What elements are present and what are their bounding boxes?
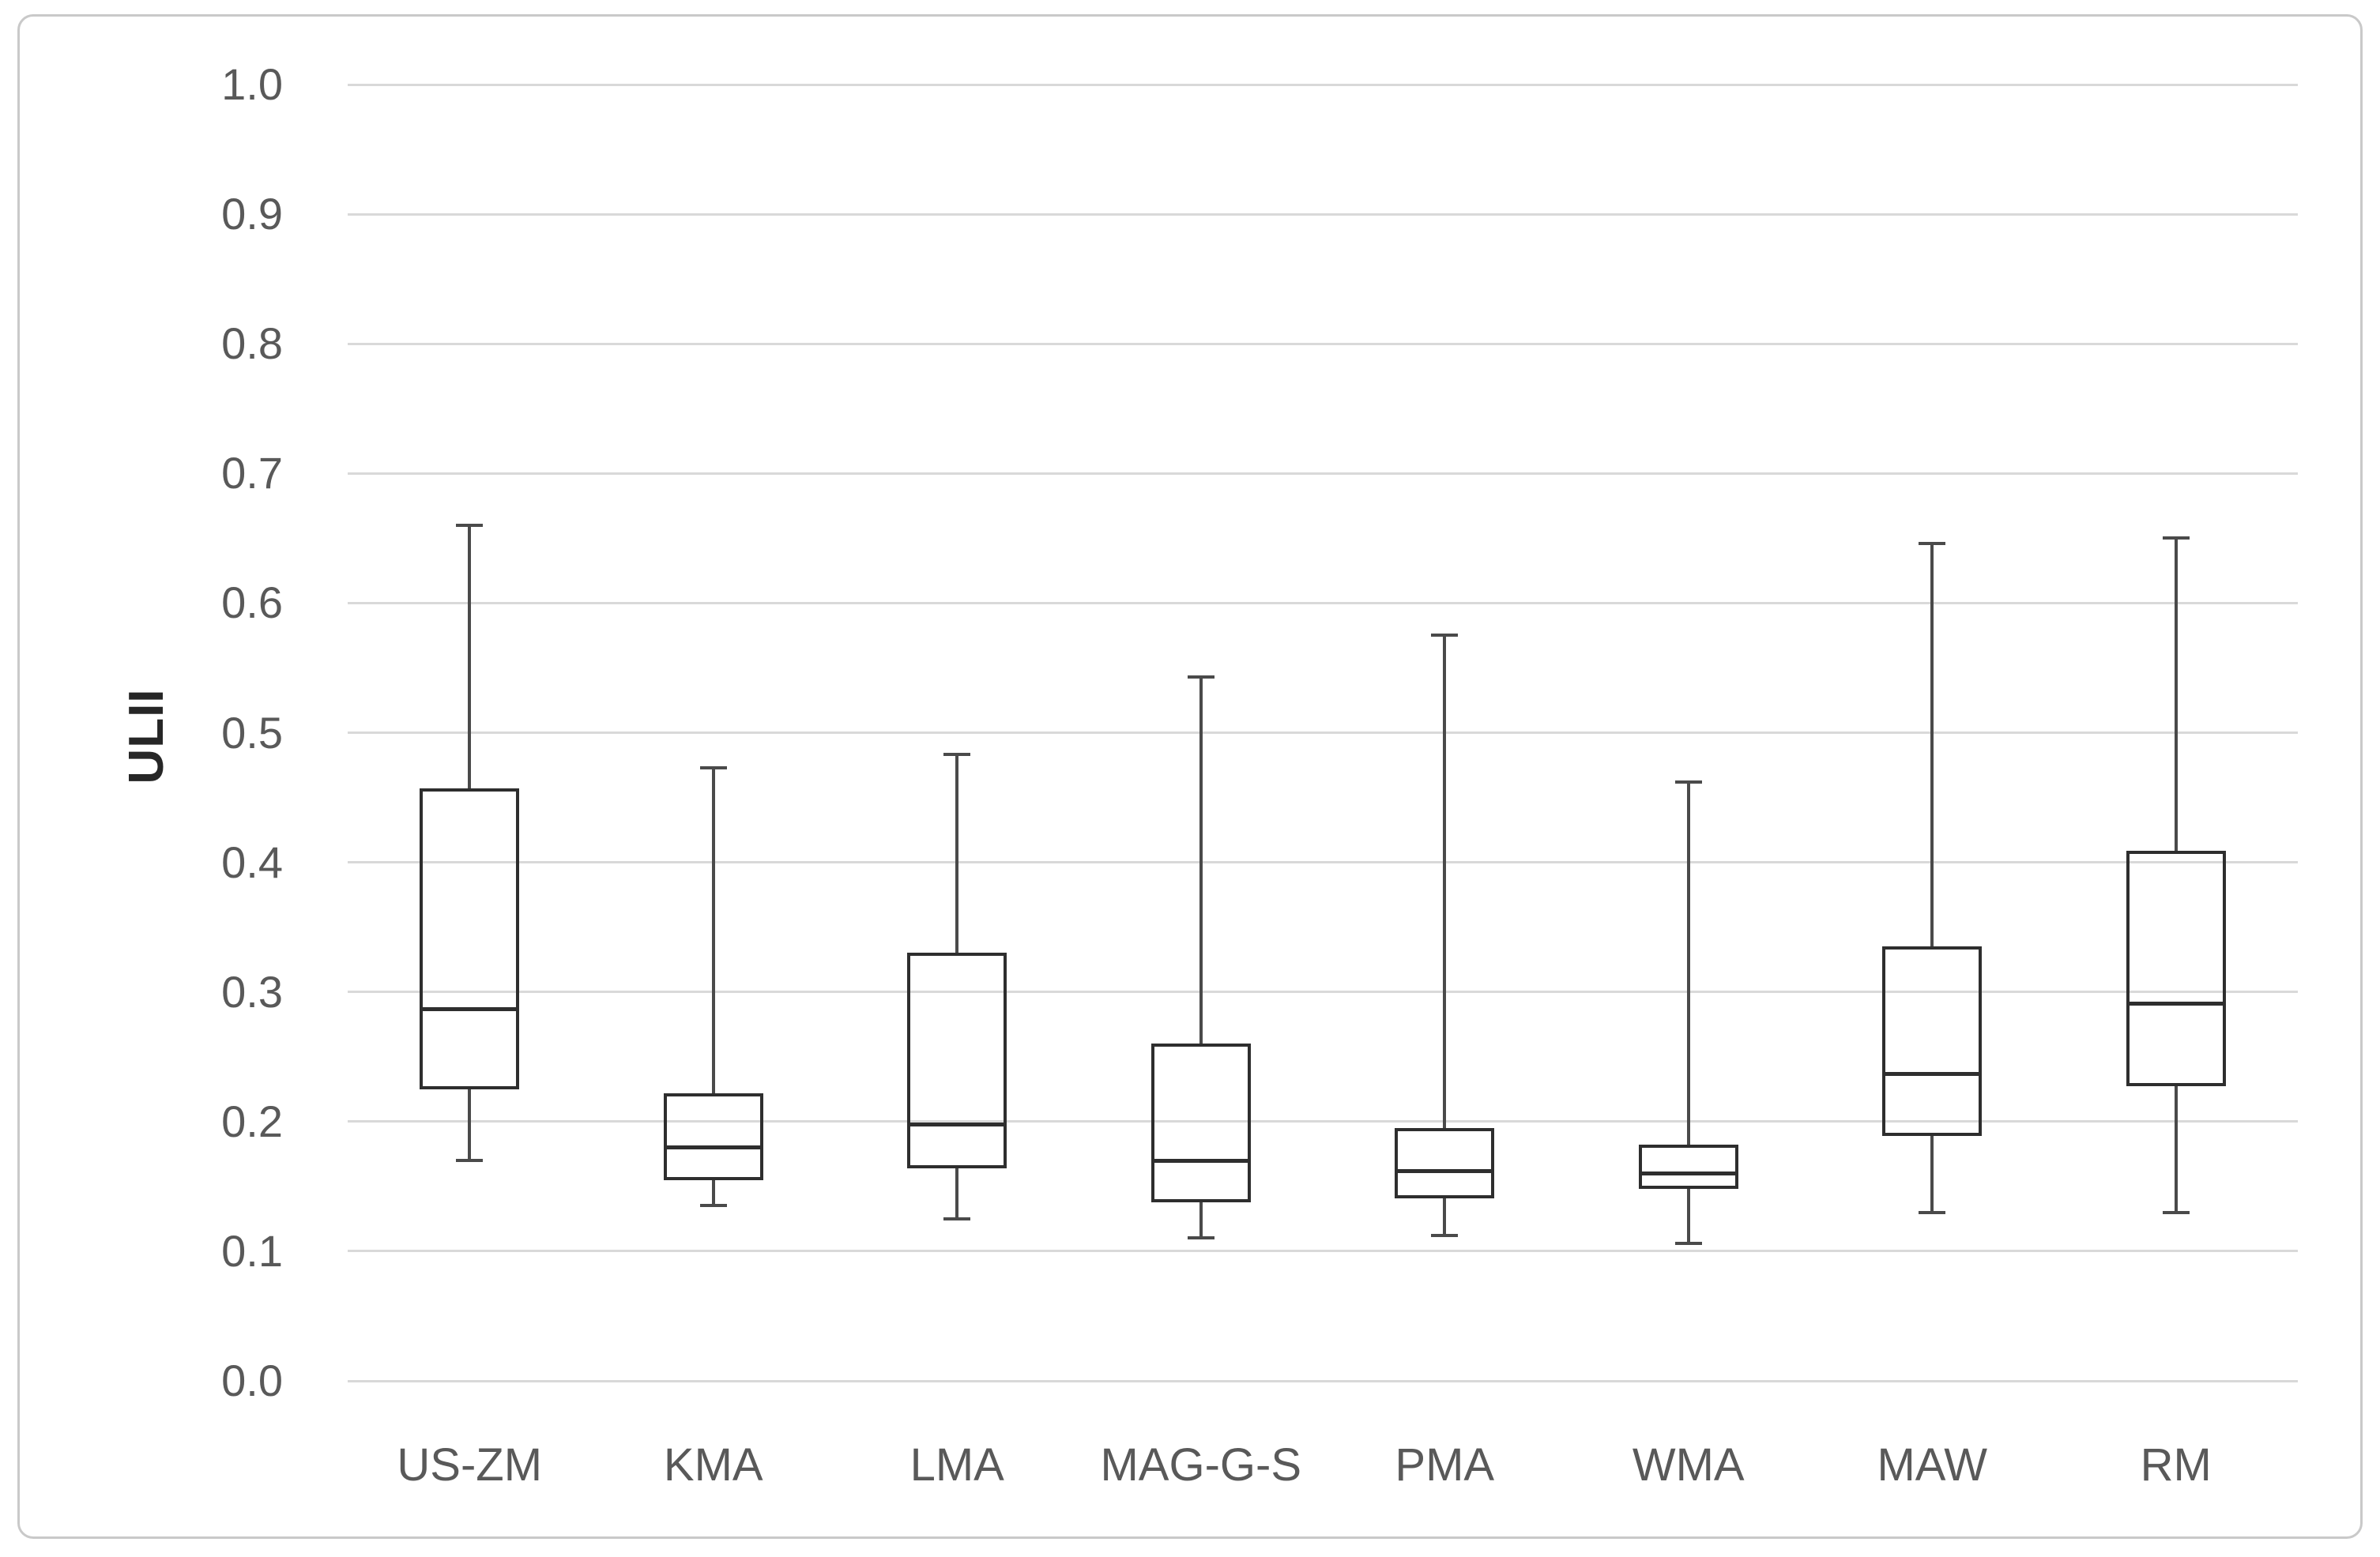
gridline-0.2 bbox=[348, 1120, 2298, 1123]
boxplot-KMA-max-cap bbox=[699, 765, 727, 769]
x-label-RM: RM bbox=[2140, 1439, 2212, 1491]
boxplot-USZM-lower-whisker bbox=[468, 1089, 472, 1161]
boxplot-USZM-median bbox=[420, 1006, 520, 1011]
y-tick-label-0.5: 0.5 bbox=[221, 707, 283, 758]
boxplot-KMA-median bbox=[663, 1145, 763, 1150]
boxplot-WMA-lower-whisker bbox=[1686, 1189, 1690, 1244]
boxplot-RM-min-cap bbox=[2162, 1210, 2190, 1214]
x-label-WMA: WMA bbox=[1632, 1439, 1745, 1491]
gridline-0.3 bbox=[348, 991, 2298, 994]
gridline-0.5 bbox=[348, 731, 2298, 734]
boxplot-KMA-upper-whisker bbox=[711, 767, 715, 1093]
x-label-MAW: MAW bbox=[1877, 1439, 1988, 1491]
boxplot-KMA-lower-whisker bbox=[711, 1179, 715, 1206]
chart-frame bbox=[17, 14, 2363, 1539]
boxplot-LMA-median bbox=[907, 1122, 1007, 1126]
y-tick-label-0.0: 0.0 bbox=[221, 1356, 283, 1405]
boxplot-KMA-box bbox=[663, 1093, 763, 1180]
boxplot-WMA-max-cap bbox=[1674, 780, 1702, 784]
boxplot-USZM-max-cap bbox=[456, 523, 484, 527]
x-label-LMA: LMA bbox=[909, 1439, 1004, 1491]
boxplot-KMA-min-cap bbox=[699, 1204, 727, 1208]
x-label-PMA: PMA bbox=[1395, 1439, 1495, 1491]
y-tick-label-0.6: 0.6 bbox=[221, 577, 283, 628]
y-tick-label-0.1: 0.1 bbox=[221, 1225, 283, 1276]
boxplot-WMA-median bbox=[1638, 1171, 1738, 1175]
y-tick-label-0.2: 0.2 bbox=[221, 1096, 283, 1146]
boxplot-WMA-box bbox=[1638, 1145, 1738, 1190]
boxplot-USZM-min-cap bbox=[456, 1159, 484, 1163]
boxplot-MAW-median bbox=[1882, 1071, 1983, 1076]
boxplot-MAGGS-box bbox=[1150, 1044, 1251, 1202]
boxplot-WMA-min-cap bbox=[1674, 1242, 1702, 1246]
boxplot-RM-median bbox=[2126, 1001, 2226, 1006]
y-tick-label-0.7: 0.7 bbox=[221, 448, 283, 498]
boxplot-MAW-max-cap bbox=[1919, 541, 1946, 545]
boxplot-PMA-min-cap bbox=[1431, 1234, 1459, 1238]
y-tick-label-0.8: 0.8 bbox=[221, 318, 283, 369]
boxplot-LMA-min-cap bbox=[943, 1217, 971, 1220]
y-tick-label-1.0: 1.0 bbox=[221, 59, 283, 109]
y-tick-label-0.9: 0.9 bbox=[221, 189, 283, 239]
x-label-KMA: KMA bbox=[663, 1439, 763, 1491]
y-tick-label-0.4: 0.4 bbox=[221, 837, 283, 887]
boxplot-MAGGS-median bbox=[1150, 1158, 1251, 1163]
boxplot-PMA-box bbox=[1395, 1128, 1495, 1198]
boxplot-PMA-lower-whisker bbox=[1443, 1198, 1447, 1236]
boxplot-MAGGS-lower-whisker bbox=[1199, 1202, 1203, 1239]
y-tick-label-0.3: 0.3 bbox=[221, 966, 283, 1017]
boxplot-MAW-lower-whisker bbox=[1930, 1135, 1934, 1213]
boxplot-LMA-max-cap bbox=[943, 753, 971, 757]
boxplot-MAW-min-cap bbox=[1919, 1210, 1946, 1214]
gridline-0.6 bbox=[348, 601, 2298, 604]
gridline-0.4 bbox=[348, 861, 2298, 864]
boxplot-LMA-lower-whisker bbox=[955, 1168, 959, 1219]
x-label-USZM: US-ZM bbox=[397, 1439, 543, 1491]
boxplot-WMA-upper-whisker bbox=[1686, 781, 1690, 1145]
boxplot-MAGGS-upper-whisker bbox=[1199, 676, 1203, 1044]
boxplot-MAGGS-min-cap bbox=[1187, 1236, 1214, 1240]
boxplot-MAGGS-max-cap bbox=[1187, 675, 1214, 679]
gridline-0.0 bbox=[348, 1379, 2298, 1382]
gridline-1.0 bbox=[348, 83, 2298, 86]
boxplot-RM-max-cap bbox=[2162, 536, 2190, 540]
boxplot-LMA-box bbox=[907, 953, 1007, 1168]
gridline-0.7 bbox=[348, 472, 2298, 475]
boxplot-RM-lower-whisker bbox=[2174, 1086, 2178, 1213]
boxplot-PMA-upper-whisker bbox=[1443, 635, 1447, 1128]
x-label-MAGGS: MAG-G-S bbox=[1100, 1439, 1302, 1491]
boxplot-PMA-median bbox=[1395, 1168, 1495, 1173]
gridline-0.1 bbox=[348, 1250, 2298, 1253]
gridline-0.9 bbox=[348, 212, 2298, 216]
boxplot-USZM-upper-whisker bbox=[468, 525, 472, 789]
boxplot-PMA-max-cap bbox=[1431, 634, 1459, 637]
gridline-0.8 bbox=[348, 342, 2298, 345]
boxplot-MAW-upper-whisker bbox=[1930, 543, 1934, 947]
boxplot-RM-box bbox=[2126, 850, 2226, 1087]
boxplot-USZM-box bbox=[420, 788, 520, 1089]
boxplot-RM-upper-whisker bbox=[2174, 538, 2178, 851]
boxplot-LMA-upper-whisker bbox=[955, 754, 959, 953]
boxplot-MAW-box bbox=[1882, 946, 1983, 1136]
